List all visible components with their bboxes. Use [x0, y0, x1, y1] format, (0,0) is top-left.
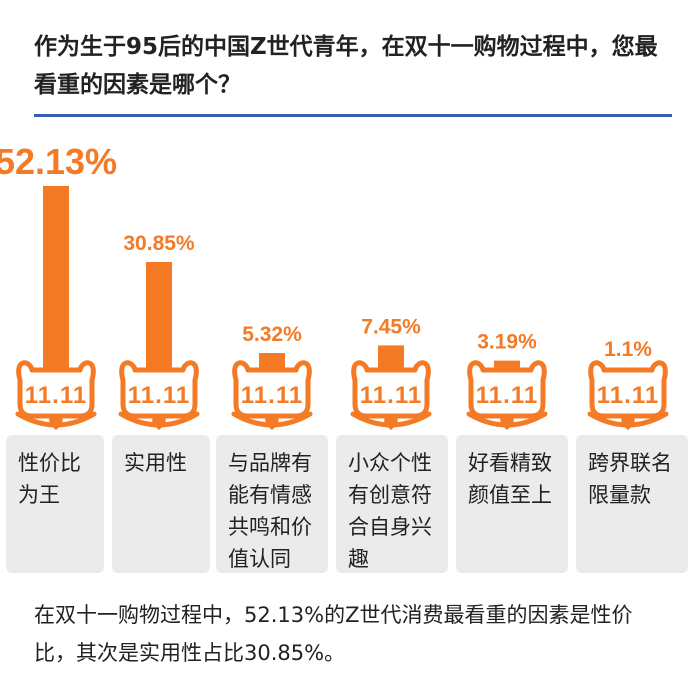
- category-label-6: 跨界联名限量款: [588, 451, 672, 507]
- bar-1: [43, 186, 69, 372]
- value-label-4: 7.45%: [361, 315, 421, 338]
- value-label-6: 1.1%: [604, 338, 652, 361]
- badge-1111-icon: 11.11: [466, 360, 548, 430]
- badge-1111-icon: 11.11: [587, 360, 669, 430]
- value-label-3: 5.32%: [242, 323, 302, 346]
- category-box-4: 小众个性有创意符合自身兴趣: [336, 435, 448, 573]
- bar-chart: 52.13% 11.11 30.85% 11.11 5.32% 11.11 7.45% 11.…: [0, 141, 669, 430]
- bar-5: [494, 360, 520, 372]
- chart-title: 作为生于95后的中国Z世代青年，在双十一购物过程中，您最看重的因素是哪个？: [34, 34, 658, 98]
- svg-text:11.11: 11.11: [128, 382, 190, 409]
- title-divider: [34, 114, 672, 117]
- badge-1111-icon: 11.11: [350, 360, 432, 430]
- badge-1111-icon: 11.11: [118, 360, 200, 430]
- category-label-5: 好看精致颜值至上: [468, 451, 552, 507]
- value-label-1: 52.13%: [0, 141, 117, 182]
- svg-text:11.11: 11.11: [597, 382, 659, 409]
- value-label-5: 3.19%: [477, 331, 537, 354]
- summary-text: 在双十一购物过程中，52.13%的Z世代消费最看重的因素是性价比，其次是实用性占…: [34, 603, 633, 665]
- category-label-2: 实用性: [124, 451, 187, 475]
- bar-2: [146, 261, 172, 372]
- value-label-2: 30.85%: [123, 232, 195, 255]
- category-box-5: 好看精致颜值至上: [456, 435, 568, 573]
- category-box-6: 跨界联名限量款: [576, 435, 688, 573]
- svg-text:11.11: 11.11: [476, 382, 538, 409]
- category-label-3: 与品牌有能有情感共鸣和价值认同: [228, 451, 312, 571]
- badge-1111-icon: 11.11: [231, 360, 313, 430]
- bar-3: [259, 353, 285, 372]
- category-label-4: 小众个性有创意符合自身兴趣: [348, 451, 432, 571]
- svg-text:11.11: 11.11: [241, 382, 303, 409]
- category-box-1: 性价比为王: [6, 435, 104, 573]
- svg-text:11.11: 11.11: [360, 382, 422, 409]
- badge-1111-icon: 11.11: [15, 360, 97, 430]
- category-box-2: 实用性: [112, 435, 210, 573]
- svg-text:11.11: 11.11: [25, 382, 87, 409]
- category-box-3: 与品牌有能有情感共鸣和价值认同: [216, 435, 328, 573]
- category-label-1: 性价比为王: [18, 451, 81, 507]
